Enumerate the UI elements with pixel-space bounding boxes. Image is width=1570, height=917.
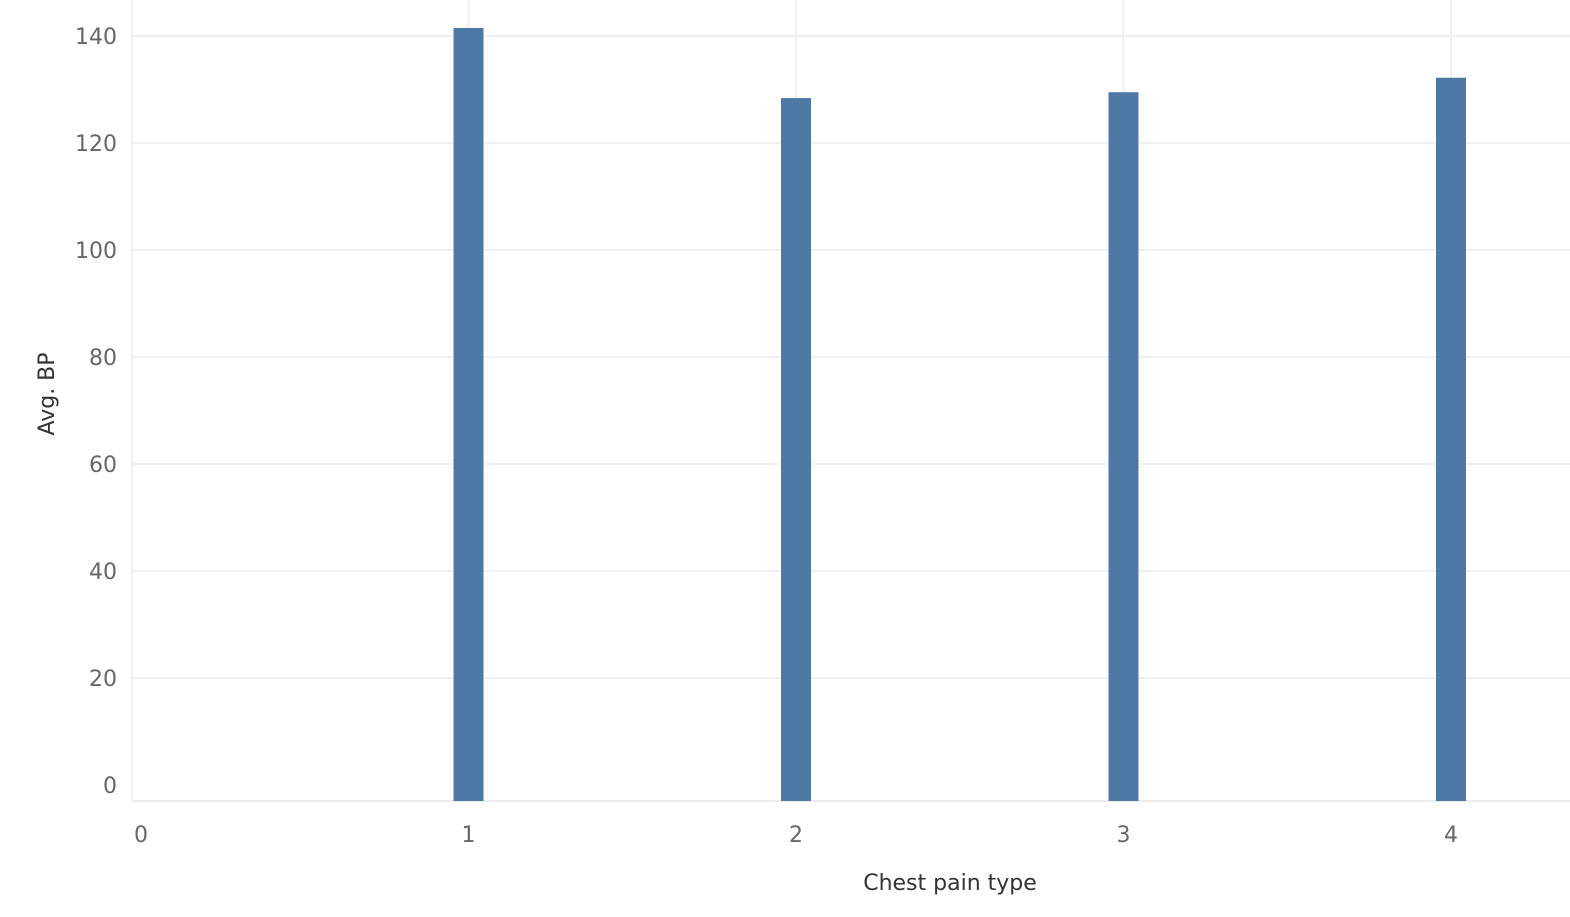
x-tick-label: 0 bbox=[134, 823, 148, 848]
x-tick-label: 1 bbox=[462, 823, 476, 848]
y-gridlines bbox=[131, 0, 1570, 801]
bars bbox=[453, 27, 1466, 802]
y-tick-label: 40 bbox=[89, 560, 117, 585]
bar bbox=[453, 27, 484, 802]
x-tick-label: 3 bbox=[1117, 823, 1131, 848]
bar bbox=[781, 98, 811, 801]
x-axis-title: Chest pain type bbox=[863, 871, 1037, 896]
y-tick-label: 20 bbox=[89, 667, 117, 692]
y-tick-label: 0 bbox=[103, 774, 117, 799]
x-tick-label: 2 bbox=[789, 823, 803, 848]
y-axis-title: Avg. BP bbox=[35, 352, 60, 435]
y-tick-label: 60 bbox=[89, 453, 117, 478]
x-tick-labels: 0 1 2 3 4 bbox=[134, 823, 1458, 848]
y-tick-label: 100 bbox=[75, 239, 117, 264]
y-tick-label: 120 bbox=[75, 132, 117, 157]
x-gridlines bbox=[467, 0, 1452, 801]
y-tick-label: 80 bbox=[89, 346, 117, 371]
x-tick-label: 4 bbox=[1444, 823, 1458, 848]
y-tick-labels: 0 20 40 60 80 100 120 140 bbox=[75, 25, 117, 799]
bar bbox=[1108, 92, 1139, 802]
bar bbox=[1436, 77, 1466, 802]
y-tick-label: 140 bbox=[75, 25, 117, 50]
